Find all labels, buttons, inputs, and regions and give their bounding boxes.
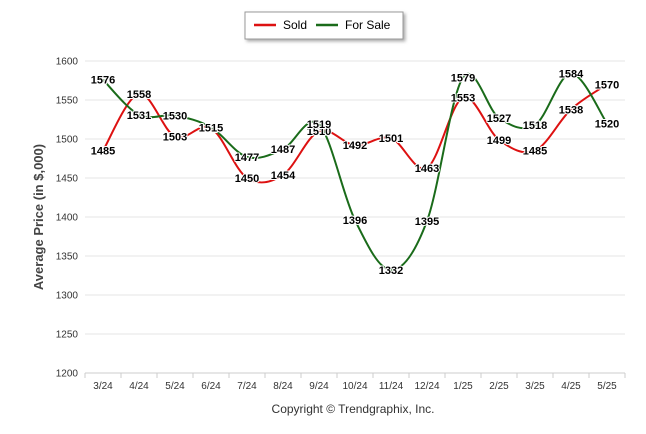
data-label-sold: 1538 [559, 104, 583, 116]
legend-label-for-sale: For Sale [345, 18, 391, 32]
data-label-for-sale: 1576 [91, 75, 115, 87]
x-tick-label: 5/24 [165, 381, 185, 392]
y-tick-label: 1400 [56, 213, 79, 224]
y-tick-label: 1250 [56, 330, 79, 341]
data-label-sold: 1463 [415, 163, 439, 175]
data-label-sold: 1492 [343, 140, 367, 152]
legend: Sold For Sale [244, 11, 404, 40]
data-label-for-sale: 1527 [487, 113, 511, 125]
data-label-for-sale: 1530 [163, 111, 187, 123]
data-label-for-sale: 1395 [415, 216, 439, 228]
x-tick-label: 3/25 [525, 381, 545, 392]
data-label-for-sale: 1487 [271, 144, 295, 156]
data-label-for-sale: 1396 [343, 215, 367, 227]
y-tick-label: 1300 [56, 291, 79, 302]
data-label-for-sale: 1518 [523, 120, 547, 132]
x-tick-label: 3/24 [93, 381, 113, 392]
data-label-for-sale: 1584 [559, 68, 584, 80]
data-label-sold: 1570 [595, 79, 619, 91]
data-label-for-sale: 1579 [451, 72, 475, 84]
data-label-sold: 1558 [127, 89, 151, 101]
data-label-for-sale: 1332 [379, 265, 403, 277]
y-tick-label: 1550 [56, 96, 79, 107]
series-lines [102, 72, 608, 272]
x-tick-label: 10/24 [342, 381, 367, 392]
data-label-for-sale: 1519 [307, 119, 331, 131]
x-tick-label: 6/24 [201, 381, 221, 392]
data-label-sold: 1501 [379, 133, 403, 145]
copyright-credit: Copyright © Trendgraphix, Inc. [272, 402, 435, 416]
y-tick-label: 1500 [56, 135, 79, 146]
data-label-for-sale: 1515 [199, 122, 223, 134]
x-tick-label: 4/25 [561, 381, 581, 392]
x-tick-label: 2/25 [489, 381, 509, 392]
series-line-for-sale [102, 72, 608, 272]
x-tick-label: 5/25 [597, 381, 617, 392]
data-label-for-sale: 1520 [595, 118, 619, 130]
x-tick-label: 9/24 [309, 381, 329, 392]
data-label-for-sale: 1531 [127, 110, 151, 122]
data-label-for-sale: 1477 [235, 152, 259, 164]
x-tick-label: 1/25 [453, 381, 473, 392]
grid [85, 60, 625, 374]
x-axis-ticks: 3/24 4/24 5/24 6/24 7/24 8/24 9/24 10/24 11/24 12… [84, 372, 626, 392]
x-tick-label: 4/24 [129, 381, 149, 392]
y-tick-label: 1200 [56, 369, 79, 380]
data-label-sold: 1450 [235, 173, 259, 185]
data-label-sold: 1514 [199, 123, 224, 135]
x-tick-label: 7/24 [237, 381, 257, 392]
legend-label-sold: Sold [283, 18, 307, 32]
series-line-sold [102, 83, 608, 184]
x-tick-label: 8/24 [273, 381, 293, 392]
data-label-sold: 1485 [523, 146, 547, 158]
y-tick-label: 1350 [56, 252, 79, 263]
data-labels: 1485 1558 1503 1514 1450 1454 1510 1492 1501 1463… [90, 67, 620, 278]
y-axis-label: Average Price (in $,000) [31, 144, 46, 290]
y-tick-label: 1450 [56, 174, 79, 185]
data-label-sold: 1499 [487, 135, 511, 147]
y-tick-label: 1600 [56, 57, 79, 68]
y-axis-ticks: 1200 1250 1300 1350 1400 1450 1500 1550 1600 [56, 57, 79, 380]
data-label-sold: 1485 [91, 146, 115, 158]
data-label-sold: 1454 [271, 170, 296, 182]
data-label-sold: 1553 [451, 93, 475, 105]
x-tick-label: 12/24 [414, 381, 439, 392]
x-tick-label: 11/24 [379, 381, 404, 392]
data-label-sold: 1503 [163, 132, 187, 144]
data-label-sold: 1510 [307, 126, 331, 138]
